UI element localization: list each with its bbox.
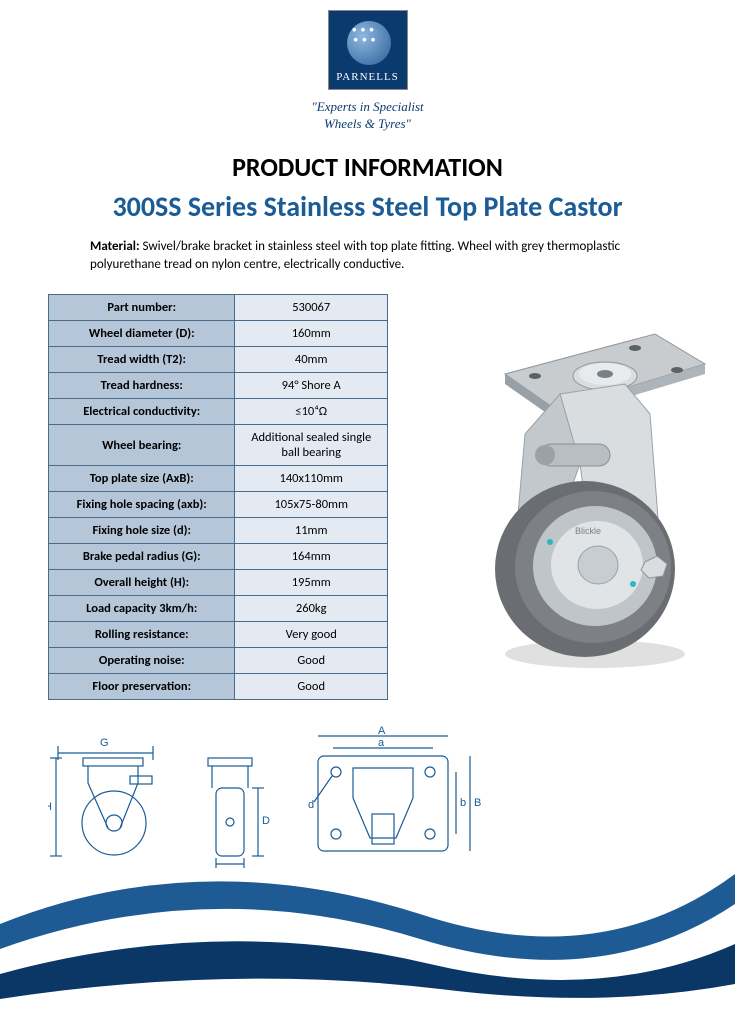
spec-row: Load capacity 3km/h:260kg (49, 596, 388, 622)
spec-value: ≤10⁴Ω (235, 399, 388, 425)
spec-label: Tread width (T2): (49, 347, 235, 373)
brand-tagline: "Experts in Specialist Wheels & Tyres" (0, 99, 735, 133)
spec-value: 11mm (235, 518, 388, 544)
spec-label: Wheel diameter (D): (49, 321, 235, 347)
spec-row: Overall height (H):195mm (49, 570, 388, 596)
svg-text:H: H (48, 801, 52, 813)
spec-label: Electrical conductivity: (49, 399, 235, 425)
svg-text:b: b (460, 797, 466, 809)
material-text: Swivel/brake bracket in stainless steel … (90, 239, 620, 272)
spec-label: Top plate size (AxB): (49, 466, 235, 492)
brand-name: PARNELLS (329, 71, 407, 83)
spec-row: Floor preservation:Good (49, 674, 388, 700)
page-subheading: 300SS Series Stainless Steel Top Plate C… (0, 189, 735, 224)
spec-label: Rolling resistance: (49, 622, 235, 648)
svg-text:G: G (100, 737, 109, 749)
header-logo-block: ● ● ● ● ● ● PARNELLS "Experts in Special… (0, 0, 735, 133)
spec-label: Overall height (H): (49, 570, 235, 596)
spec-row: Operating noise:Good (49, 648, 388, 674)
spec-label: Brake pedal radius (G): (49, 544, 235, 570)
spec-row: Part number:530067 (49, 295, 388, 321)
spec-value: 140x110mm (235, 466, 388, 492)
material-label: Material: (90, 239, 140, 254)
spec-row: Tread width (T2):40mm (49, 347, 388, 373)
spec-row: Rolling resistance:Very good (49, 622, 388, 648)
svg-text:B: B (474, 797, 481, 809)
spec-value: Additional sealed single ball bearing (235, 425, 388, 466)
spec-value: Very good (235, 622, 388, 648)
svg-text:d: d (308, 799, 314, 811)
product-image-area: Blickle (388, 294, 735, 700)
material-description: Material: Swivel/brake bracket in stainl… (90, 238, 645, 274)
spec-row: Brake pedal radius (G):164mm (49, 544, 388, 570)
spec-value: 94° Shore A (235, 373, 388, 399)
spec-value: 105x75-80mm (235, 492, 388, 518)
spec-value: Good (235, 648, 388, 674)
technical-diagrams: G H D (0, 718, 735, 873)
spec-row: Tread hardness:94° Shore A (49, 373, 388, 399)
spec-row: Top plate size (AxB):140x110mm (49, 466, 388, 492)
spec-row: Wheel diameter (D):160mm (49, 321, 388, 347)
spec-value: 530067 (235, 295, 388, 321)
spec-label: Part number: (49, 295, 235, 321)
spec-value: 164mm (235, 544, 388, 570)
spec-label: Floor preservation: (49, 674, 235, 700)
spec-label: Tread hardness: (49, 373, 235, 399)
spec-value: 160mm (235, 321, 388, 347)
spec-row: Electrical conductivity:≤10⁴Ω (49, 399, 388, 425)
svg-text:T2: T2 (224, 867, 237, 868)
svg-text:D: D (262, 815, 270, 827)
spec-value: 40mm (235, 347, 388, 373)
spec-row: Wheel bearing:Additional sealed single b… (49, 425, 388, 466)
spec-label: Load capacity 3km/h: (49, 596, 235, 622)
brand-logo: ● ● ● ● ● ● PARNELLS (328, 10, 408, 90)
spec-value: 260kg (235, 596, 388, 622)
spec-label: Wheel bearing: (49, 425, 235, 466)
spec-row: Fixing hole size (d):11mm (49, 518, 388, 544)
svg-text:A: A (378, 725, 386, 737)
spec-table: Part number:530067Wheel diameter (D):160… (48, 294, 388, 700)
spec-label: Operating noise: (49, 648, 235, 674)
castor-illustration: Blickle (445, 324, 715, 674)
spec-label: Fixing hole size (d): (49, 518, 235, 544)
spec-value: 195mm (235, 570, 388, 596)
spec-row: Fixing hole spacing (axb):105x75-80mm (49, 492, 388, 518)
spec-label: Fixing hole spacing (axb): (49, 492, 235, 518)
page-heading: PRODUCT INFORMATION (0, 151, 735, 183)
spec-value: Good (235, 674, 388, 700)
svg-text:a: a (378, 737, 385, 749)
wheel-brand-text: Blickle (575, 526, 601, 536)
